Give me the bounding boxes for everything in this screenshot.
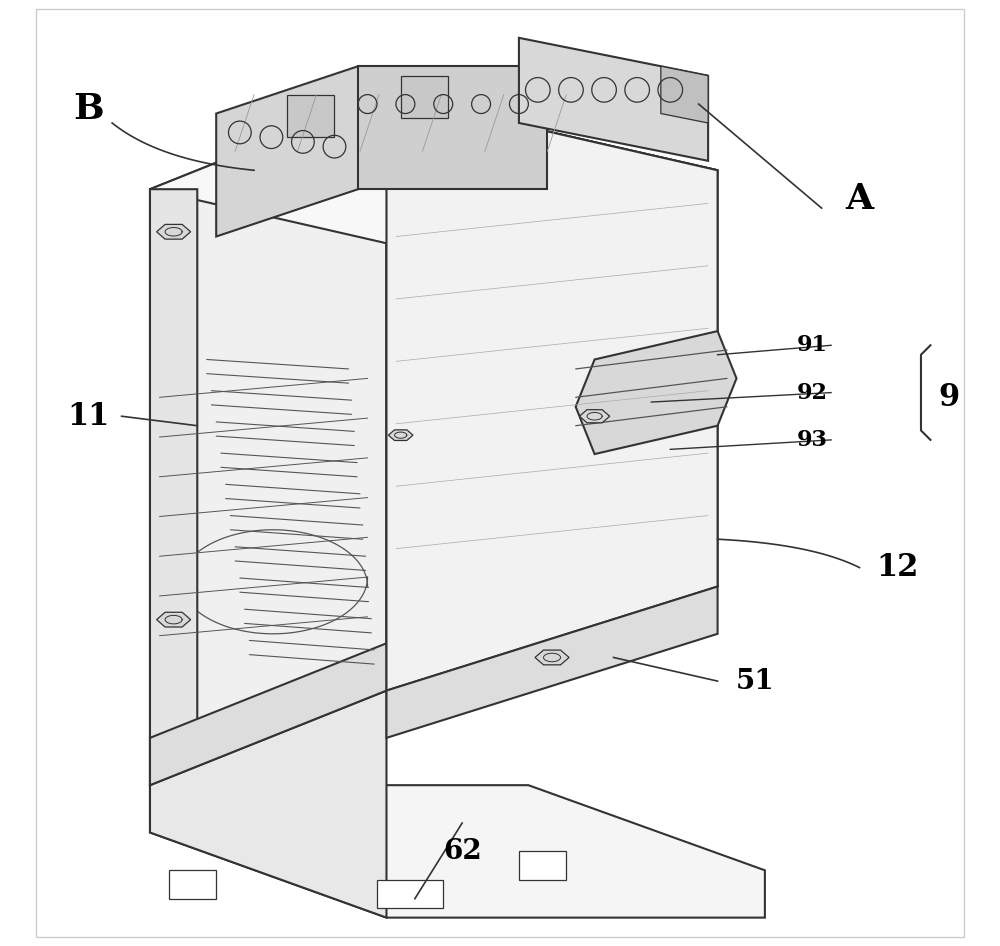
Polygon shape [661,66,708,123]
Polygon shape [216,66,595,189]
Polygon shape [519,38,708,161]
Polygon shape [386,95,718,691]
Polygon shape [535,650,569,665]
Polygon shape [377,880,443,908]
Text: A: A [845,182,874,216]
Polygon shape [150,95,386,785]
Polygon shape [287,95,334,137]
Text: 62: 62 [443,838,482,865]
Polygon shape [150,189,197,785]
Text: B: B [73,92,104,126]
Polygon shape [386,587,718,738]
Polygon shape [576,331,737,454]
Polygon shape [401,76,448,118]
Polygon shape [157,224,191,239]
Text: 11: 11 [67,401,110,431]
Text: 91: 91 [797,334,828,357]
Polygon shape [388,429,413,441]
Polygon shape [216,66,358,236]
Polygon shape [150,785,765,918]
Polygon shape [169,870,216,899]
Polygon shape [358,66,547,189]
Polygon shape [579,410,610,423]
Polygon shape [150,95,718,265]
Text: 92: 92 [797,381,828,404]
Text: 51: 51 [736,668,775,694]
Text: 93: 93 [797,429,828,451]
Polygon shape [386,95,718,691]
Polygon shape [157,612,191,627]
Polygon shape [519,851,566,880]
Polygon shape [150,643,386,785]
Text: 9: 9 [939,382,960,412]
Text: 12: 12 [876,552,919,583]
Polygon shape [150,691,386,918]
